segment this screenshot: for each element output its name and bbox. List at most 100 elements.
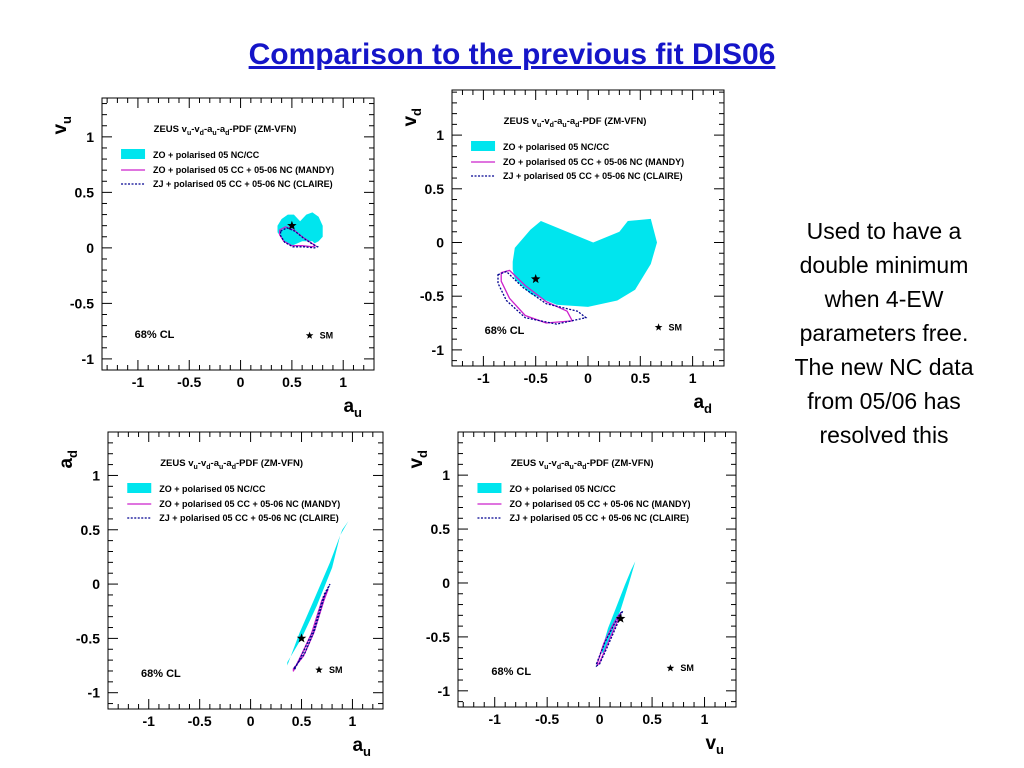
plot-title-sub: u [537,122,541,129]
y-tick-label: 0.5 [425,181,445,197]
y-axis-label: vd [406,450,430,469]
plot-title-text: -PDF (ZM-VFN) [587,458,654,469]
legend-label: ZO + polarised 05 CC + 05-06 NC (MANDY) [503,157,684,167]
plot-title-sub: u [562,122,566,129]
plot-title-text: -PDF (ZM-VFN) [229,124,296,135]
x-tick-label: 1 [689,370,697,386]
plot-title-text: -a [204,124,213,135]
x-tick-label: -0.5 [188,713,212,729]
plot-title-sub: d [200,130,204,137]
side-note-line: resolved this [819,422,949,448]
x-axis-label: au [352,735,371,759]
plot-title-text: ZEUS v [511,458,545,469]
plot-title-text: -v [191,124,200,135]
y-tick-label: -0.5 [76,630,100,646]
x-tick-label: 1 [701,711,709,727]
legend-label: ZJ + polarised 05 CC + 05-06 NC (CLAIRE) [159,513,339,523]
sm-label: SM [669,322,683,332]
plot-title: ZEUS vu-vd-au-ad-PDF (ZM-VFN) [154,124,297,137]
x-tick-label: -0.5 [524,370,548,386]
plot-title-text: -a [561,458,570,469]
x-tick-label: 0 [584,370,592,386]
contour-claire [497,270,588,325]
x-axis-label: au [343,396,362,420]
side-note-line: Used to have a [806,218,962,244]
x-axis-label-sub: d [704,401,712,416]
plot-title-text: -a [223,458,232,469]
plot-title: ZEUS vu-vd-au-ad-PDF (ZM-VFN) [160,458,303,471]
plot-title-sub: u [219,464,223,471]
x-tick-label: -1 [477,370,490,386]
cl-label: 68% CL [135,329,175,341]
x-tick-label: -0.5 [177,374,201,390]
legend-label: ZJ + polarised 05 CC + 05-06 NC (CLAIRE) [509,513,689,523]
y-axis-label: ad [56,450,80,469]
plot-title-text: ZEUS v [154,124,188,135]
y-axis-label-sub: u [59,116,74,124]
x-tick-label: -1 [132,374,145,390]
x-tick-label: 1 [339,374,347,390]
y-tick-label: 0.5 [81,522,101,538]
legend-label: ZO + polarised 05 NC/CC [153,150,260,160]
x-tick-label: 0.5 [631,370,651,386]
cl-label: 68% CL [485,325,525,337]
best-fit-star [287,220,297,230]
x-axis-label: ad [693,392,712,416]
plot-title-text: ZEUS v [504,116,538,127]
y-axis-label: vd [400,108,424,127]
plot-title-sub: d [206,464,210,471]
y-tick-label: -1 [88,685,101,701]
contour-mandy [292,588,329,672]
contour-zo-nccc [601,561,636,655]
side-note-line: when 4-EW [824,286,944,312]
plot-title-sub: d [550,122,554,129]
legend-label: ZO + polarised 05 CC + 05-06 NC (MANDY) [159,499,340,509]
sm-label: SM [680,663,694,673]
cl-label: 68% CL [141,668,181,680]
x-axis-label-sub: u [716,742,724,757]
sm-label: SM [320,331,334,341]
plot-title-sub: u [544,464,548,471]
plot-title-text: -v [541,116,550,127]
contour-claire [279,227,320,249]
contour-mandy [278,226,317,248]
y-tick-label: 1 [92,467,100,483]
contour-zo-nccc [277,212,323,246]
y-tick-label: 1 [436,127,444,143]
y-axis-label-sub: d [415,450,430,458]
legend-label: ZO + polarised 05 CC + 05-06 NC (MANDY) [509,499,690,509]
plot-title-text: -a [554,116,563,127]
legend-swatch-fill [477,483,502,493]
contour-zo-nccc [512,218,657,307]
x-axis-label-sub: u [354,405,362,420]
side-note-line: double minimum [799,252,969,278]
x-tick-label: -1 [488,711,501,727]
sm-star [315,665,323,674]
x-tick-label: -1 [143,713,156,729]
x-tick-label: 0 [596,711,604,727]
y-tick-label: 0 [436,234,444,250]
best-fit-star [615,613,626,623]
y-tick-label: -0.5 [426,629,450,645]
x-axis-label: vu [705,733,724,757]
plot-title-text: ZEUS v [160,458,194,469]
page-title: Comparison to the previous fit DIS06 [248,38,776,71]
plot-title-sub: u [194,464,198,471]
plot-title: ZEUS vu-vd-au-ad-PDF (ZM-VFN) [504,116,647,129]
legend-swatch-fill [471,141,496,151]
legend-swatch-fill [127,483,152,493]
plot-title-sub: d [582,464,586,471]
y-tick-label: 1 [442,467,450,483]
sm-label: SM [329,665,343,675]
contour-mandy [596,612,622,666]
plot-title-sub: d [232,464,236,471]
plot-title-text: -PDF (ZM-VFN) [236,458,303,469]
y-tick-label: 0 [92,576,100,592]
y-tick-label: 0.5 [75,184,95,200]
legend-label: ZO + polarised 05 CC + 05-06 NC (MANDY) [153,165,334,175]
